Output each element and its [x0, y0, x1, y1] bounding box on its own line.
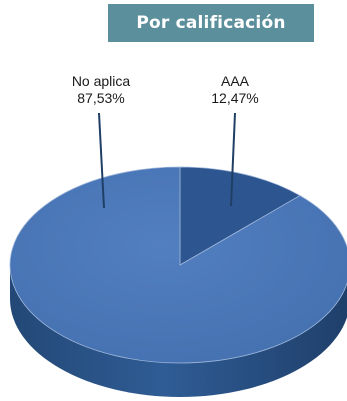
chart-title: Por calificación [136, 13, 286, 33]
leader-line-no-aplica [98, 112, 105, 209]
pie-group [9, 166, 347, 397]
data-label-no-aplica: No aplica 87,53% [60, 73, 142, 107]
leader-line-aaa [230, 112, 236, 207]
data-label-aaa-name: AAA [220, 73, 249, 89]
data-label-no-aplica-name: No aplica [71, 73, 131, 89]
pie-slice-aaa [179, 166, 301, 266]
data-label-aaa: AAA 12,47% [195, 73, 275, 107]
pie-side [10, 265, 347, 397]
data-label-no-aplica-value: 87,53% [77, 90, 125, 106]
chart-title-box: Por calificación [108, 4, 314, 42]
leader-lines [98, 112, 236, 209]
data-label-aaa-value: 12,47% [211, 90, 259, 106]
pie-slice-no-aplica [9, 166, 347, 364]
